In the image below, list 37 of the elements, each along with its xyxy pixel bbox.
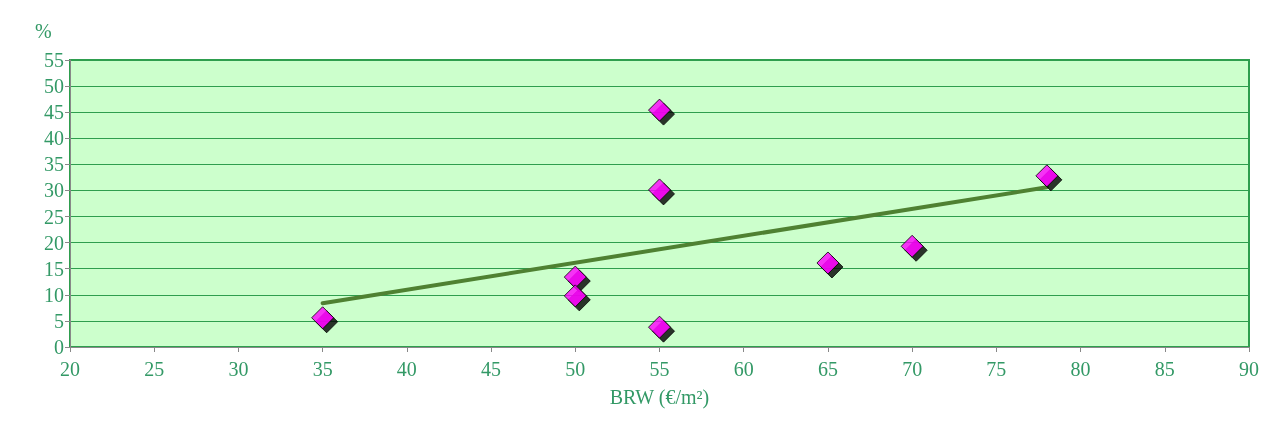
x-tick-label: 80: [1070, 358, 1091, 380]
x-tick-label: 60: [733, 358, 754, 380]
y-tick-label: 55: [44, 49, 64, 71]
y-tick-label: 25: [44, 205, 64, 228]
x-tick-label: 45: [481, 358, 502, 380]
x-tick-label: 50: [565, 358, 586, 380]
point: [563, 265, 587, 289]
point: [1035, 164, 1059, 188]
x-tick-label: 55: [649, 358, 670, 380]
x-tick-label: 65: [817, 358, 838, 380]
point: [648, 178, 671, 202]
x-tick-label: 25: [144, 358, 165, 380]
y-tick-label: 40: [44, 127, 64, 150]
y-tick-label: 45: [44, 101, 64, 124]
x-tick-label: 70: [902, 358, 923, 380]
x-tick-label: 40: [396, 358, 417, 380]
y-tick-label: 10: [44, 283, 64, 306]
x-tick-label: 75: [986, 358, 1007, 380]
y-tick-label: 5: [54, 309, 64, 332]
point: [563, 284, 587, 308]
y-tick-label: 50: [44, 75, 64, 98]
y-tick-label: 30: [44, 179, 64, 202]
x-axis-title: BRW (€/m²): [609, 386, 710, 409]
y-tick-label: 20: [44, 231, 64, 254]
y-tick-label: 35: [44, 153, 64, 176]
point: [311, 306, 335, 330]
x-tick-label: 90: [1239, 358, 1259, 380]
x-tick-label: 30: [228, 358, 249, 380]
point: [816, 251, 840, 275]
x-tick-label: 35: [312, 358, 333, 380]
point: [900, 234, 924, 258]
y-tick-label: 15: [44, 257, 64, 280]
y-axis-title: %: [35, 20, 52, 42]
point: [648, 98, 671, 122]
x-tick-label: 85: [1154, 358, 1175, 380]
point: [648, 315, 671, 339]
y-tick-label: 0: [54, 336, 64, 358]
